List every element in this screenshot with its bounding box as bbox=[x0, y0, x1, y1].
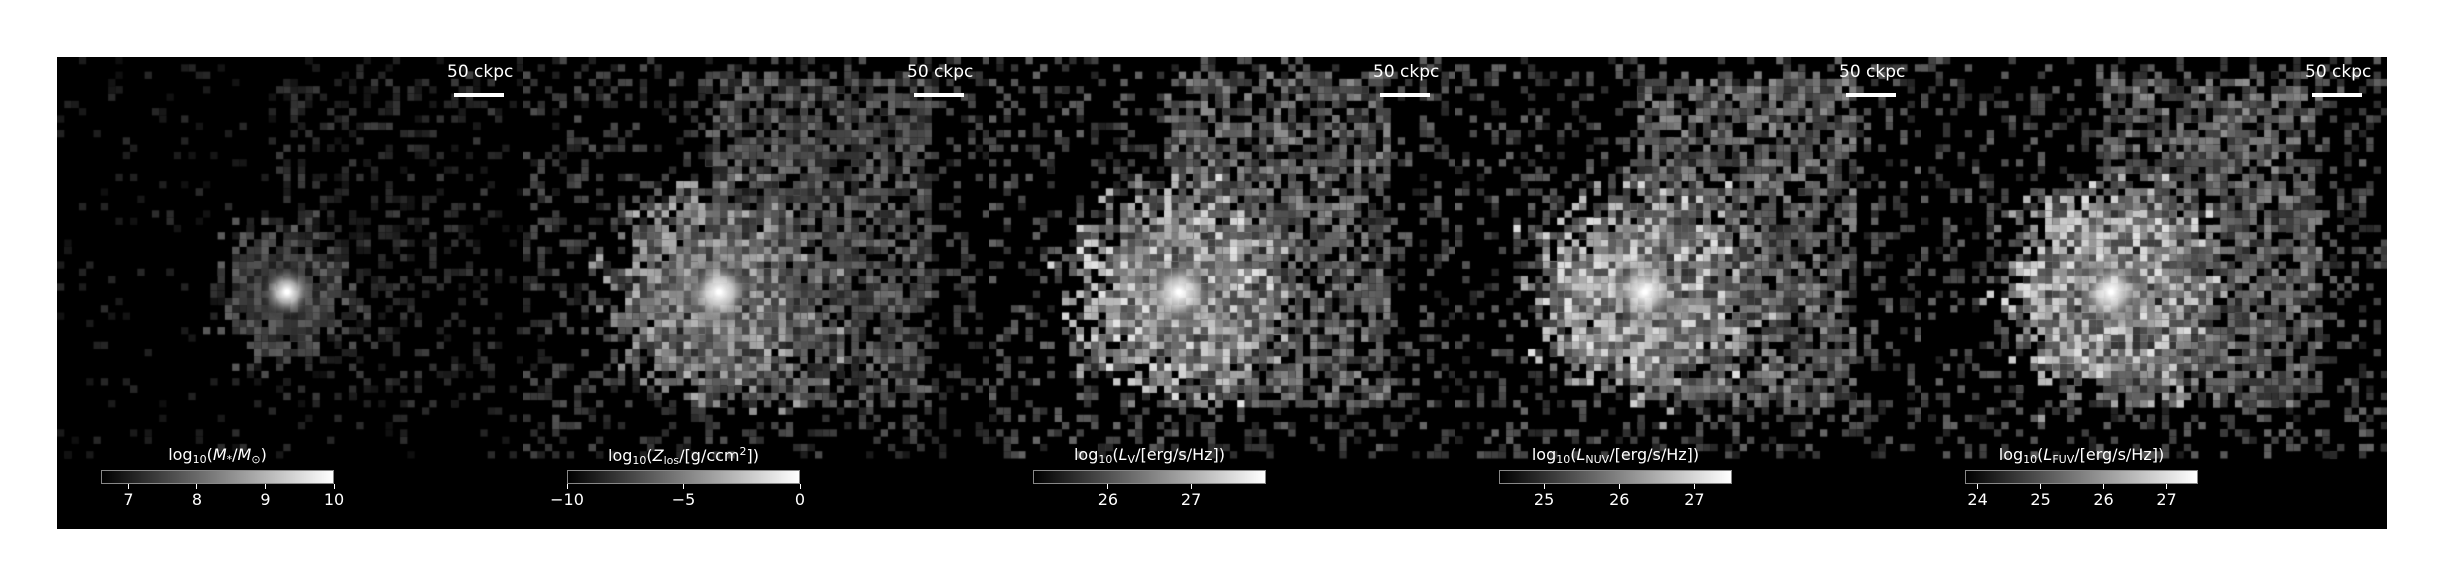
scalebar-line bbox=[454, 93, 504, 97]
colorbar bbox=[567, 470, 800, 484]
colorbar-tick-label: 27 bbox=[1180, 490, 1202, 509]
colorbar-tick-label: 7 bbox=[123, 490, 134, 509]
colorbar-tick-label: 24 bbox=[1967, 490, 1988, 509]
map-panel-luminosity-fuv: 50 ckpc log10(LFUV/[erg/s/Hz]) 24 25 26 27 bbox=[1921, 57, 2387, 529]
colorbar-tick bbox=[566, 484, 568, 489]
colorbar-label: log10(Zlos/[g/ccm2]) bbox=[608, 445, 759, 467]
colorbar-tick-label: 26 bbox=[1609, 490, 1630, 509]
pixel-map-image bbox=[57, 57, 523, 529]
colorbar-label: log10(M*/M⊙) bbox=[168, 445, 267, 466]
scalebar-line bbox=[1380, 93, 1430, 97]
colorbar-tick-label: 26 bbox=[1097, 490, 1119, 509]
colorbar-tick bbox=[1107, 484, 1109, 489]
colorbar-tick bbox=[264, 484, 266, 489]
scalebar-label: 50 ckpc bbox=[1373, 62, 1440, 82]
scalebar-line bbox=[1846, 93, 1896, 97]
scalebar-label: 50 ckpc bbox=[907, 62, 974, 82]
pixel-map-image bbox=[1455, 57, 1921, 529]
colorbar-tick bbox=[333, 484, 335, 489]
colorbar-tick bbox=[799, 484, 801, 489]
map-panel-metallicity: 50 ckpc log10(Zlos/[g/ccm2]) −10 −5 0 bbox=[523, 57, 989, 529]
colorbar-tick bbox=[683, 484, 684, 489]
scalebar-line bbox=[914, 93, 964, 97]
colorbar-label: log10(LV/[erg/s/Hz]) bbox=[1073, 445, 1226, 466]
scalebar-label: 50 ckpc bbox=[1839, 62, 1906, 82]
pixel-map-image bbox=[1921, 57, 2387, 529]
pixel-map-image bbox=[523, 57, 989, 529]
colorbar-tick-label: 27 bbox=[1684, 490, 1705, 509]
colorbar-tick-label: 8 bbox=[191, 490, 203, 509]
colorbar-tick-label: 27 bbox=[2156, 490, 2177, 509]
colorbar bbox=[1965, 470, 2198, 484]
colorbar-tick-label: −5 bbox=[671, 490, 696, 509]
scalebar-line bbox=[2312, 93, 2362, 97]
colorbar bbox=[1499, 470, 1732, 484]
colorbar-tick-label: 25 bbox=[1533, 490, 1555, 509]
colorbar-tick-label: 26 bbox=[2093, 490, 2114, 509]
colorbar bbox=[1033, 470, 1266, 484]
colorbar-tick-label: 0 bbox=[794, 490, 806, 509]
colorbar-label: log10(LNUV/[erg/s/Hz]) bbox=[1531, 445, 1700, 466]
colorbar-tick bbox=[2166, 484, 2167, 489]
colorbar-label: log10(LFUV/[erg/s/Hz]) bbox=[1998, 445, 2165, 466]
colorbar-tick-label: 10 bbox=[323, 490, 345, 509]
colorbar-tick bbox=[1190, 484, 1192, 489]
colorbar bbox=[101, 470, 334, 484]
colorbar-tick bbox=[1977, 484, 1979, 489]
colorbar-tick bbox=[1543, 484, 1545, 489]
map-panel-stellar-mass: 50 ckpc log10(M*/M⊙) 7 8 9 10 bbox=[57, 57, 523, 529]
scalebar-label: 50 ckpc bbox=[2305, 62, 2372, 82]
colorbar-tick bbox=[2040, 484, 2042, 489]
colorbar-tick-label: 25 bbox=[2030, 490, 2051, 509]
map-panel-luminosity-v: 50 ckpc log10(LV/[erg/s/Hz]) 26 27 bbox=[989, 57, 1455, 529]
colorbar-tick bbox=[1618, 484, 1620, 489]
colorbar-tick bbox=[127, 484, 129, 489]
pixel-map-image bbox=[989, 57, 1455, 529]
colorbar-tick bbox=[2103, 484, 2105, 489]
map-panel-luminosity-nuv: 50 ckpc log10(LNUV/[erg/s/Hz]) 25 26 27 bbox=[1455, 57, 1921, 529]
colorbar-tick-label: 9 bbox=[260, 490, 271, 509]
colorbar-tick bbox=[196, 484, 198, 489]
colorbar-tick bbox=[1693, 484, 1695, 489]
colorbar-tick-label: −10 bbox=[550, 490, 584, 509]
scalebar-label: 50 ckpc bbox=[447, 62, 514, 82]
